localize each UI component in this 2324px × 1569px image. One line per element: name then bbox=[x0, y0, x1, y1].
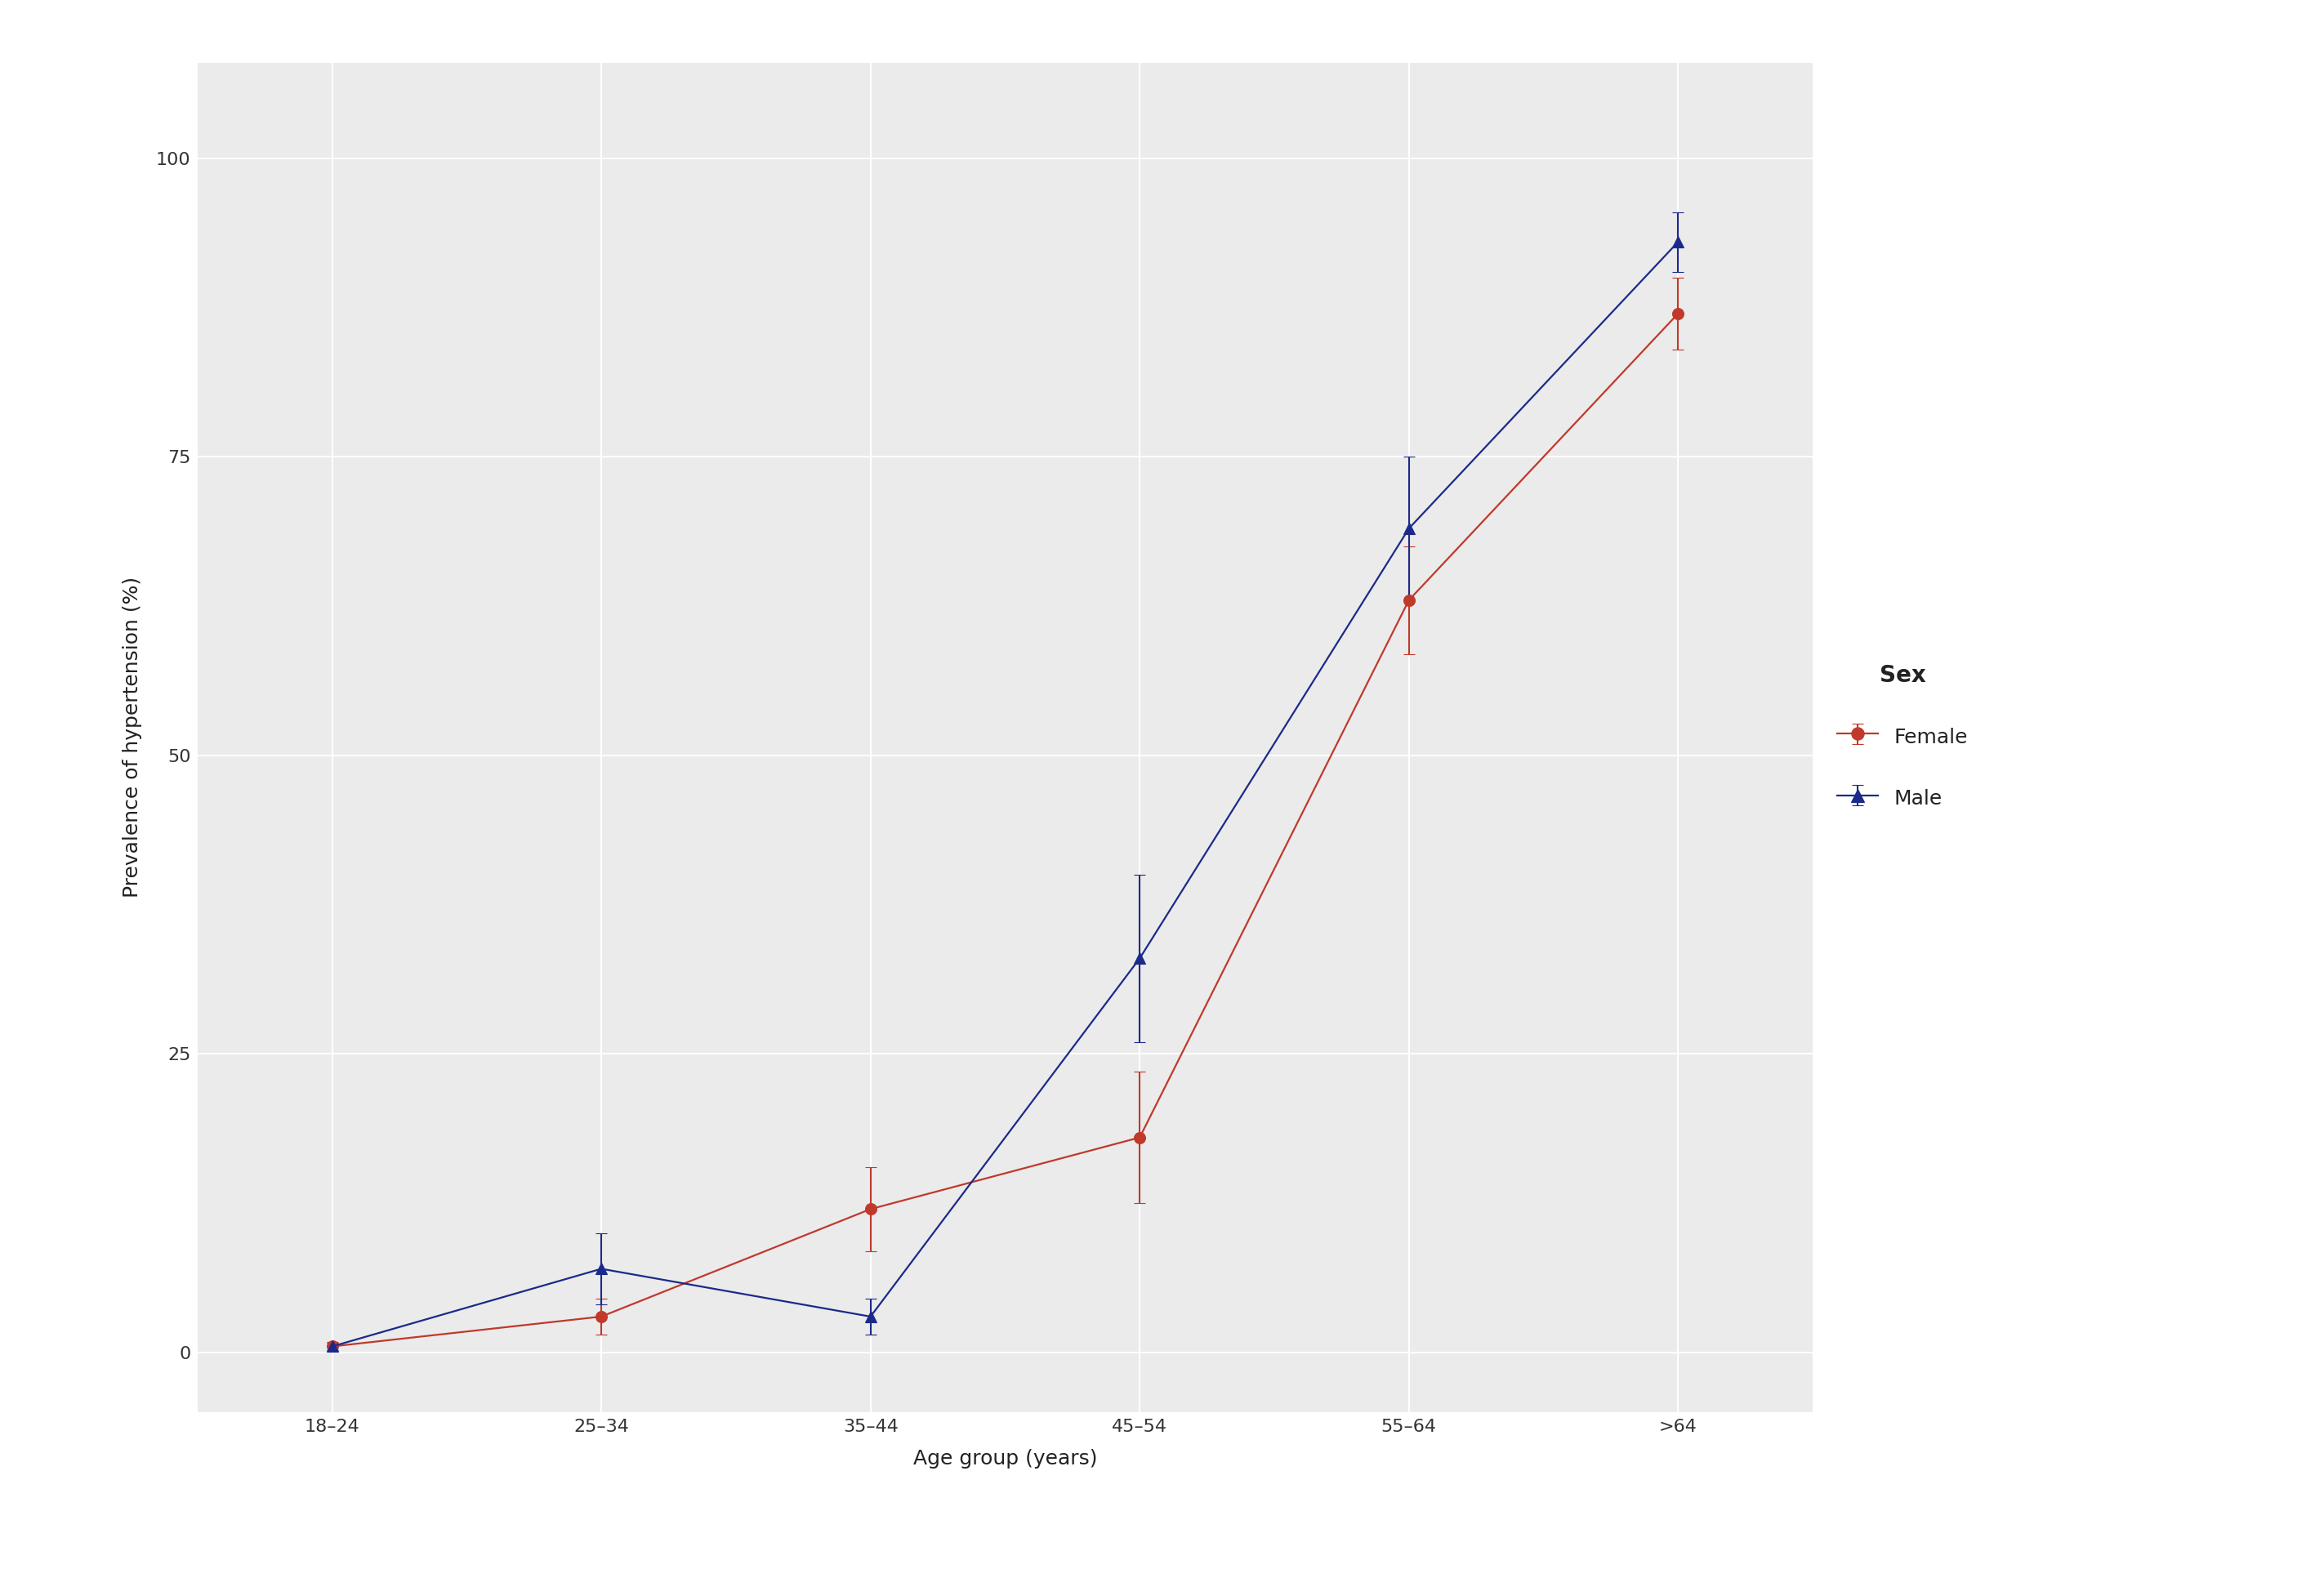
Legend: Female, Male: Female, Male bbox=[1829, 656, 1975, 819]
X-axis label: Age group (years): Age group (years) bbox=[913, 1448, 1097, 1469]
Y-axis label: Prevalence of hypertension (%): Prevalence of hypertension (%) bbox=[123, 577, 142, 897]
